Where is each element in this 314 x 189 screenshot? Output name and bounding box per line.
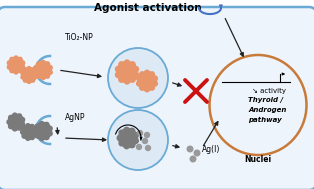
Polygon shape bbox=[116, 60, 138, 84]
Text: Ag(I): Ag(I) bbox=[202, 146, 220, 154]
Circle shape bbox=[194, 150, 200, 156]
Polygon shape bbox=[117, 127, 138, 149]
Ellipse shape bbox=[209, 55, 306, 155]
Circle shape bbox=[144, 132, 149, 138]
Polygon shape bbox=[21, 124, 37, 140]
Circle shape bbox=[190, 156, 196, 162]
Text: Thyroid /: Thyroid / bbox=[248, 97, 283, 103]
Polygon shape bbox=[7, 56, 24, 74]
Circle shape bbox=[187, 146, 193, 152]
Polygon shape bbox=[7, 113, 24, 131]
Polygon shape bbox=[137, 70, 157, 92]
Text: Nuclei: Nuclei bbox=[244, 155, 272, 164]
Text: Androgen: Androgen bbox=[248, 107, 286, 113]
Text: TiO₂-NP: TiO₂-NP bbox=[65, 33, 94, 42]
Polygon shape bbox=[34, 60, 52, 80]
Circle shape bbox=[108, 48, 168, 108]
FancyBboxPatch shape bbox=[0, 7, 314, 189]
Circle shape bbox=[143, 139, 148, 143]
Text: AgNP: AgNP bbox=[65, 114, 85, 122]
Circle shape bbox=[108, 110, 168, 170]
Circle shape bbox=[145, 146, 150, 150]
Text: ↘ activity: ↘ activity bbox=[252, 88, 286, 94]
Circle shape bbox=[138, 130, 143, 136]
Circle shape bbox=[137, 145, 142, 149]
Polygon shape bbox=[33, 122, 52, 140]
Polygon shape bbox=[21, 67, 37, 83]
Text: Agonist activation: Agonist activation bbox=[94, 3, 202, 13]
Text: pathway: pathway bbox=[248, 117, 282, 123]
